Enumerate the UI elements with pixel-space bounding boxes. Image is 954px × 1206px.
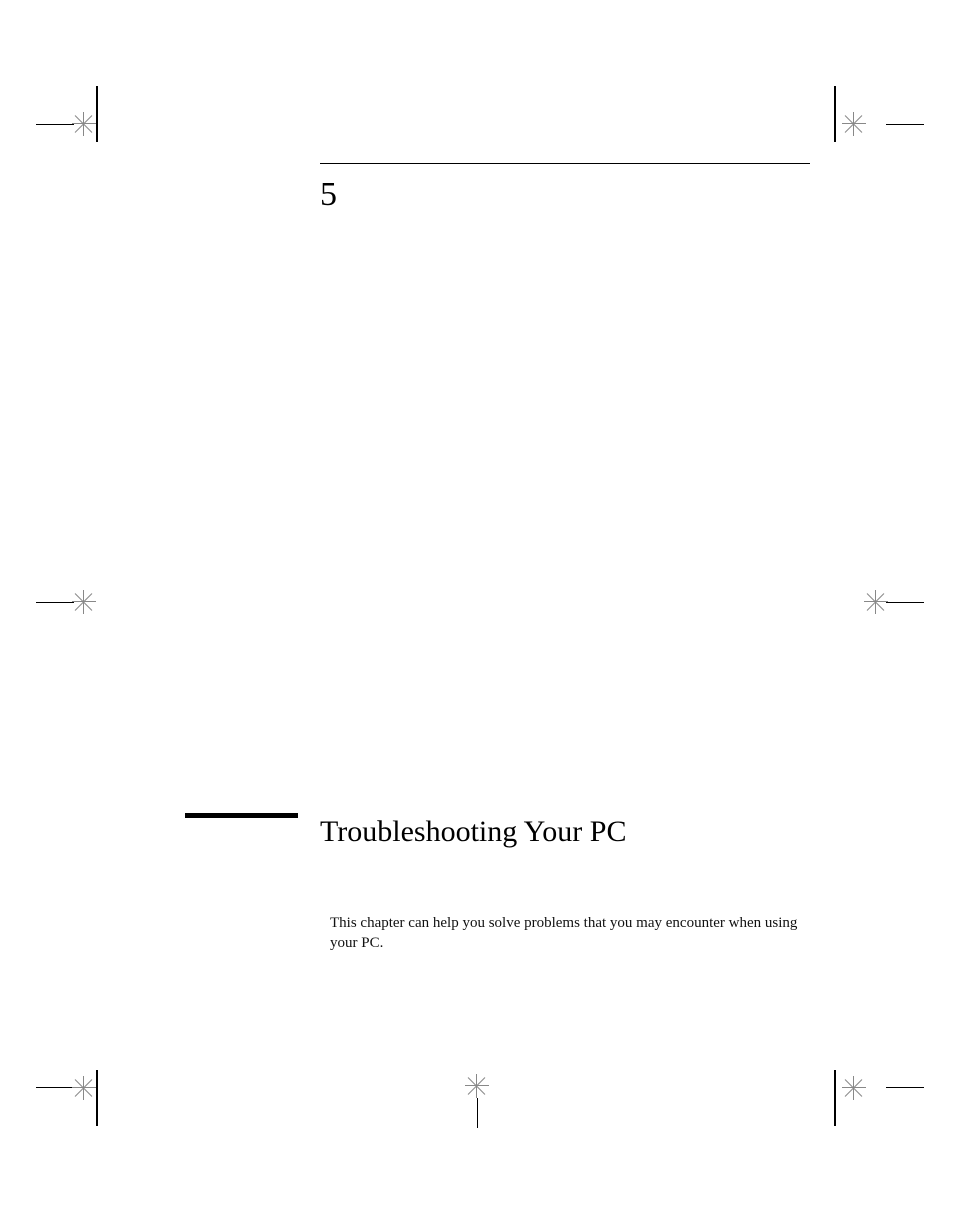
top-rule	[320, 163, 810, 164]
title-lead-bar	[185, 813, 298, 818]
crop-mark-bottom-right	[834, 1046, 924, 1126]
chapter-header-frame: 5	[320, 163, 810, 212]
crop-mark-top-left	[36, 86, 116, 166]
crop-mark-mid-left	[36, 590, 96, 620]
crop-mark-top-right	[834, 86, 924, 166]
crop-mark-bottom-center	[465, 1048, 495, 1098]
chapter-title: Troubleshooting Your PC	[320, 815, 627, 850]
chapter-intro-paragraph: This chapter can help you solve problems…	[330, 913, 800, 954]
crop-mark-mid-right	[864, 590, 924, 620]
crop-mark-bottom-left	[36, 1046, 116, 1126]
chapter-number: 5	[320, 178, 810, 212]
